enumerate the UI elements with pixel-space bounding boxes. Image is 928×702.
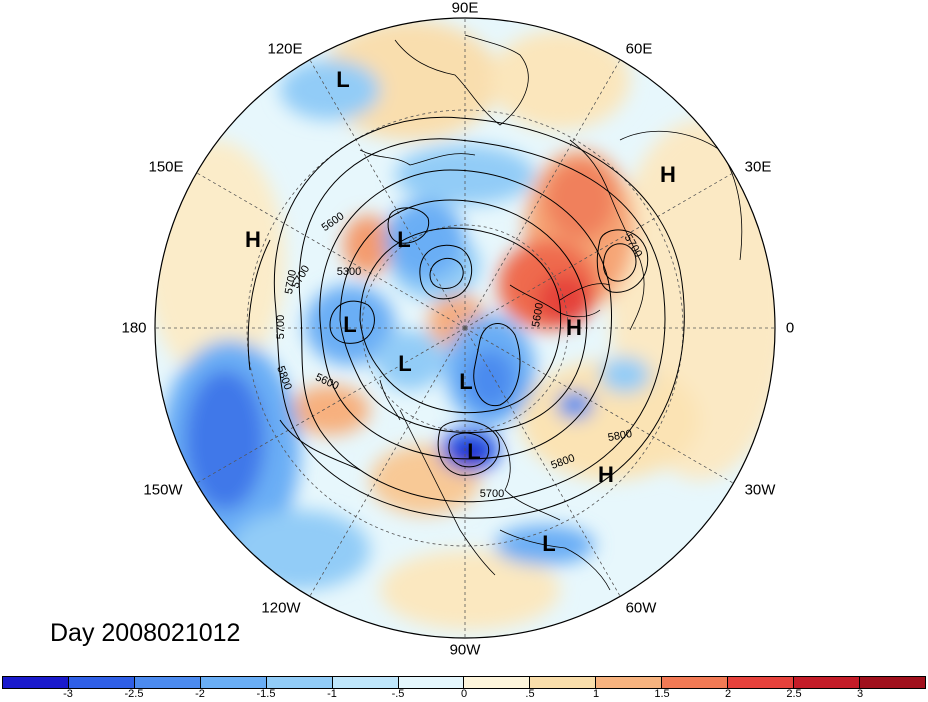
- lon-label-90w: 90W: [449, 641, 481, 659]
- contour-label: 5700: [479, 488, 505, 500]
- colorbar-tick-label: -.5: [391, 688, 405, 700]
- day-label: Day 2008021012: [50, 619, 241, 647]
- low-center: L: [467, 439, 481, 464]
- colorbar-swatch: [332, 677, 399, 688]
- colorbar-swatch: [68, 677, 135, 688]
- colorbar-tick-label: 3: [856, 688, 864, 700]
- graticule: [155, 18, 775, 638]
- colorbar-tick-label: 2.5: [786, 688, 802, 700]
- colorbar-tick-label: .5: [525, 688, 535, 700]
- low-center: L: [336, 67, 350, 92]
- colorbar-swatch: [200, 677, 267, 688]
- low-center: L: [398, 351, 412, 376]
- colorbar-swatch: [3, 677, 69, 688]
- anomaly-field: [155, 18, 775, 638]
- high-center: H: [598, 462, 614, 487]
- high-center: H: [566, 315, 582, 340]
- lon-label-60w: 60W: [625, 599, 657, 617]
- colorbar-tick-label: 1.5: [654, 688, 670, 700]
- colorbar-tick-label: -3: [63, 688, 73, 700]
- high-center: H: [245, 227, 261, 252]
- colorbar-swatch: [794, 677, 860, 688]
- contour-label: 5300: [336, 266, 362, 278]
- lon-label-0: 0: [785, 319, 795, 337]
- low-center: L: [397, 227, 411, 252]
- colorbar-swatch: [464, 677, 531, 688]
- lon-label-30w: 30W: [744, 481, 776, 499]
- colorbar-tick-label: -2: [195, 688, 205, 700]
- low-center: L: [542, 531, 556, 556]
- colorbar-tick-label: 1: [592, 688, 600, 700]
- colorbar-swatch: [596, 677, 663, 688]
- lon-label-180: 180: [121, 319, 147, 337]
- high-center: H: [660, 162, 676, 187]
- colorbar-tick-label: -1: [327, 688, 337, 700]
- colorbar-tick-label: 0: [460, 688, 468, 700]
- contour-label: 5700: [275, 314, 287, 340]
- lon-label-90e: 90E: [451, 0, 479, 17]
- colorbar-swatch: [398, 677, 465, 688]
- colorbar-swatch: [728, 677, 795, 688]
- lon-label-120w: 120W: [261, 599, 301, 617]
- lon-label-150e: 150E: [148, 158, 184, 176]
- colorbar-tick-label: -2.5: [124, 688, 144, 700]
- low-center: L: [459, 369, 473, 394]
- map-boundary: [154, 17, 776, 639]
- colorbar-swatch: [134, 677, 201, 688]
- colorbar-tick-label: -1.5: [256, 688, 276, 700]
- low-center: L: [343, 312, 357, 337]
- height-contours: [247, 116, 685, 519]
- colorbar-tick-label: 2: [724, 688, 732, 700]
- colorbar-swatch: [859, 677, 925, 688]
- colorbar-swatch: [530, 677, 597, 688]
- colorbar-swatch: [662, 677, 729, 688]
- lon-label-30e: 30E: [744, 158, 772, 176]
- lon-label-60e: 60E: [625, 40, 653, 58]
- colorbar-swatch: [266, 677, 333, 688]
- lon-label-150w: 150W: [143, 481, 183, 499]
- colorbar: [2, 676, 926, 689]
- lon-label-120e: 120E: [267, 40, 303, 58]
